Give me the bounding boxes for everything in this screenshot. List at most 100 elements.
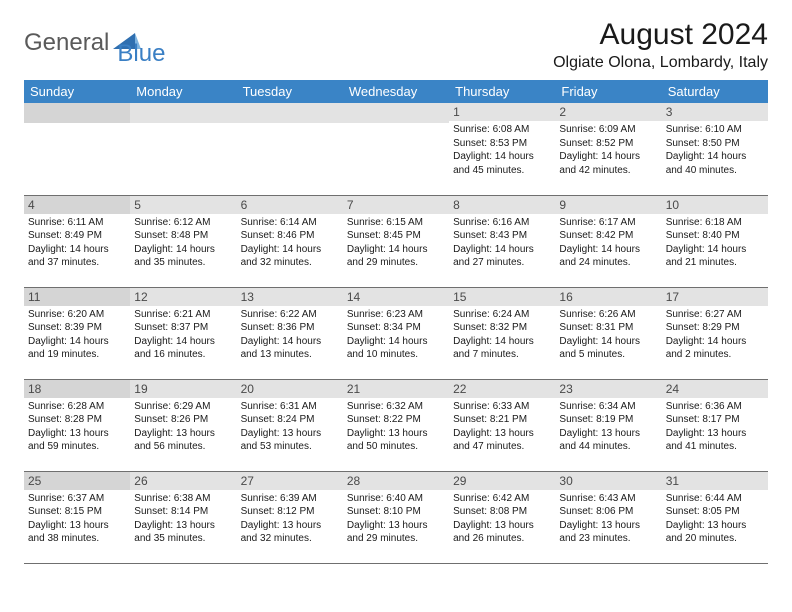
day2-text: and 41 minutes.: [666, 440, 764, 454]
day2-text: and 47 minutes.: [453, 440, 551, 454]
day2-text: and 44 minutes.: [559, 440, 657, 454]
empty-cell: [237, 103, 343, 195]
day-cell: 10Sunrise: 6:18 AMSunset: 8:40 PMDayligh…: [662, 195, 768, 287]
day1-text: Daylight: 13 hours: [347, 519, 445, 533]
dow-thursday: Thursday: [449, 80, 555, 103]
day-cell: 29Sunrise: 6:42 AMSunset: 8:08 PMDayligh…: [449, 471, 555, 563]
day-number: 23: [555, 380, 661, 398]
sunset-text: Sunset: 8:46 PM: [241, 229, 339, 243]
day2-text: and 40 minutes.: [666, 164, 764, 178]
sunrise-text: Sunrise: 6:14 AM: [241, 216, 339, 230]
dow-row: Sunday Monday Tuesday Wednesday Thursday…: [24, 80, 768, 103]
day-number: 1: [449, 103, 555, 121]
day-cell: 26Sunrise: 6:38 AMSunset: 8:14 PMDayligh…: [130, 471, 236, 563]
day-number: 13: [237, 288, 343, 306]
day2-text: and 7 minutes.: [453, 348, 551, 362]
sunrise-text: Sunrise: 6:24 AM: [453, 308, 551, 322]
day-cell: 21Sunrise: 6:32 AMSunset: 8:22 PMDayligh…: [343, 379, 449, 471]
day-number: 4: [24, 196, 130, 214]
day-cell: 30Sunrise: 6:43 AMSunset: 8:06 PMDayligh…: [555, 471, 661, 563]
day1-text: Daylight: 14 hours: [559, 150, 657, 164]
day1-text: Daylight: 14 hours: [666, 335, 764, 349]
day1-text: Daylight: 14 hours: [453, 150, 551, 164]
sunrise-text: Sunrise: 6:33 AM: [453, 400, 551, 414]
day2-text: and 42 minutes.: [559, 164, 657, 178]
sunset-text: Sunset: 8:29 PM: [666, 321, 764, 335]
sunset-text: Sunset: 8:45 PM: [347, 229, 445, 243]
day1-text: Daylight: 13 hours: [28, 427, 126, 441]
sunset-text: Sunset: 8:17 PM: [666, 413, 764, 427]
sunset-text: Sunset: 8:53 PM: [453, 137, 551, 151]
empty-cell: [24, 103, 130, 195]
sunrise-text: Sunrise: 6:27 AM: [666, 308, 764, 322]
day2-text: and 19 minutes.: [28, 348, 126, 362]
sunset-text: Sunset: 8:08 PM: [453, 505, 551, 519]
day-number: 27: [237, 472, 343, 490]
day1-text: Daylight: 14 hours: [347, 243, 445, 257]
sunset-text: Sunset: 8:48 PM: [134, 229, 232, 243]
day-number: 24: [662, 380, 768, 398]
day-number: 25: [24, 472, 130, 490]
sunrise-text: Sunrise: 6:08 AM: [453, 123, 551, 137]
day-number: 31: [662, 472, 768, 490]
logo: General Blue: [24, 18, 165, 68]
sunset-text: Sunset: 8:19 PM: [559, 413, 657, 427]
day-number: 29: [449, 472, 555, 490]
day2-text: and 21 minutes.: [666, 256, 764, 270]
sunrise-text: Sunrise: 6:40 AM: [347, 492, 445, 506]
day2-text: and 32 minutes.: [241, 256, 339, 270]
day2-text: and 20 minutes.: [666, 532, 764, 546]
sunset-text: Sunset: 8:32 PM: [453, 321, 551, 335]
day2-text: and 45 minutes.: [453, 164, 551, 178]
day-cell: 24Sunrise: 6:36 AMSunset: 8:17 PMDayligh…: [662, 379, 768, 471]
day-cell: 25Sunrise: 6:37 AMSunset: 8:15 PMDayligh…: [24, 471, 130, 563]
day-cell: 8Sunrise: 6:16 AMSunset: 8:43 PMDaylight…: [449, 195, 555, 287]
sunrise-text: Sunrise: 6:21 AM: [134, 308, 232, 322]
sunset-text: Sunset: 8:52 PM: [559, 137, 657, 151]
sunset-text: Sunset: 8:21 PM: [453, 413, 551, 427]
day-cell: 4Sunrise: 6:11 AMSunset: 8:49 PMDaylight…: [24, 195, 130, 287]
day1-text: Daylight: 14 hours: [241, 243, 339, 257]
empty-daynum: [24, 103, 130, 123]
day2-text: and 29 minutes.: [347, 256, 445, 270]
week-row: 11Sunrise: 6:20 AMSunset: 8:39 PMDayligh…: [24, 287, 768, 379]
sunset-text: Sunset: 8:50 PM: [666, 137, 764, 151]
sunset-text: Sunset: 8:34 PM: [347, 321, 445, 335]
day-cell: 3Sunrise: 6:10 AMSunset: 8:50 PMDaylight…: [662, 103, 768, 195]
sunrise-text: Sunrise: 6:28 AM: [28, 400, 126, 414]
day-number: 21: [343, 380, 449, 398]
day2-text: and 53 minutes.: [241, 440, 339, 454]
day-cell: 2Sunrise: 6:09 AMSunset: 8:52 PMDaylight…: [555, 103, 661, 195]
empty-daynum: [343, 103, 449, 123]
day2-text: and 24 minutes.: [559, 256, 657, 270]
day2-text: and 13 minutes.: [241, 348, 339, 362]
day2-text: and 23 minutes.: [559, 532, 657, 546]
sunrise-text: Sunrise: 6:23 AM: [347, 308, 445, 322]
empty-cell: [130, 103, 236, 195]
day-cell: 15Sunrise: 6:24 AMSunset: 8:32 PMDayligh…: [449, 287, 555, 379]
day1-text: Daylight: 13 hours: [347, 427, 445, 441]
day-cell: 12Sunrise: 6:21 AMSunset: 8:37 PMDayligh…: [130, 287, 236, 379]
day-number: 19: [130, 380, 236, 398]
sunset-text: Sunset: 8:06 PM: [559, 505, 657, 519]
week-row: 4Sunrise: 6:11 AMSunset: 8:49 PMDaylight…: [24, 195, 768, 287]
day-number: 14: [343, 288, 449, 306]
sunset-text: Sunset: 8:12 PM: [241, 505, 339, 519]
sunset-text: Sunset: 8:39 PM: [28, 321, 126, 335]
sunset-text: Sunset: 8:49 PM: [28, 229, 126, 243]
sunrise-text: Sunrise: 6:36 AM: [666, 400, 764, 414]
dow-sunday: Sunday: [24, 80, 130, 103]
sunset-text: Sunset: 8:15 PM: [28, 505, 126, 519]
day2-text: and 32 minutes.: [241, 532, 339, 546]
sunrise-text: Sunrise: 6:20 AM: [28, 308, 126, 322]
sunrise-text: Sunrise: 6:32 AM: [347, 400, 445, 414]
dow-friday: Friday: [555, 80, 661, 103]
day1-text: Daylight: 14 hours: [666, 150, 764, 164]
month-title: August 2024: [553, 18, 768, 52]
day-number: 11: [24, 288, 130, 306]
day1-text: Daylight: 14 hours: [28, 335, 126, 349]
day2-text: and 35 minutes.: [134, 532, 232, 546]
day-number: 8: [449, 196, 555, 214]
day-cell: 9Sunrise: 6:17 AMSunset: 8:42 PMDaylight…: [555, 195, 661, 287]
day2-text: and 2 minutes.: [666, 348, 764, 362]
